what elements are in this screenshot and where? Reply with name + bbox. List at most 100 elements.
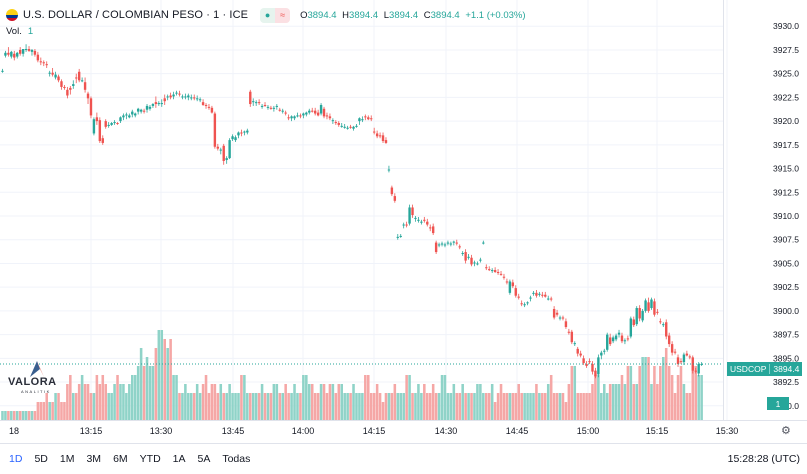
volume-bar xyxy=(408,375,411,420)
volume-bar xyxy=(21,411,25,420)
volume-bar xyxy=(396,393,400,420)
volume-bar xyxy=(157,330,161,420)
candle-body xyxy=(570,331,574,343)
candle-body xyxy=(272,107,276,109)
candle-body xyxy=(665,322,668,337)
volume-bar xyxy=(369,393,373,420)
candle-body xyxy=(234,137,237,141)
volume-bar xyxy=(319,384,323,420)
volume-bar xyxy=(254,393,258,420)
candle-body xyxy=(148,106,152,109)
candle-body xyxy=(585,364,588,366)
volume-badge: 1 xyxy=(767,397,789,410)
volume-bar xyxy=(594,375,597,420)
candle-body xyxy=(555,312,559,315)
candle-body xyxy=(473,262,476,264)
candle-body xyxy=(443,244,447,246)
volume-bar xyxy=(367,375,370,420)
candle-body xyxy=(558,317,562,319)
chart-canvas[interactable]: 3930.0 3927.5 3925.0 3922.5 3920.0 3917.5 3915… xyxy=(0,0,807,443)
volume-bar xyxy=(349,393,352,420)
candle-body xyxy=(95,117,99,122)
candle-body xyxy=(541,294,544,296)
time-tick-label: 14:00 xyxy=(292,426,315,436)
volume-bar xyxy=(269,393,273,420)
candle-body xyxy=(638,308,641,319)
candle-body xyxy=(340,125,343,127)
candle-body xyxy=(346,127,349,129)
volume-bar xyxy=(440,375,444,420)
candle-body xyxy=(446,242,450,244)
candle-body xyxy=(632,319,635,326)
candle-body xyxy=(243,131,246,133)
status-dot-icon[interactable]: ● xyxy=(260,7,276,23)
volume-bar xyxy=(493,402,497,420)
candle-body xyxy=(659,321,662,323)
compare-icon[interactable]: ≈ xyxy=(275,7,291,23)
range-1d[interactable]: 1D xyxy=(9,453,23,465)
volume-bar xyxy=(302,375,305,420)
candle-body xyxy=(552,308,556,318)
volume-bar xyxy=(192,393,196,420)
candle-body xyxy=(98,120,102,142)
volume-bar xyxy=(417,384,420,420)
range-ytd[interactable]: YTD xyxy=(139,453,161,465)
ohlc-readout: O3894.4 H3894.4 L3894.4 C3894.4 +1.1 (+0… xyxy=(300,10,528,21)
logo-wordmark: VALORA xyxy=(8,376,57,388)
volume-bar xyxy=(163,339,166,420)
volume-bar xyxy=(464,393,467,420)
volume-bar xyxy=(24,411,28,420)
volume-bar xyxy=(529,393,532,420)
range-3m[interactable]: 3M xyxy=(86,453,102,465)
candle-body xyxy=(538,293,541,295)
range-5a[interactable]: 5A xyxy=(197,453,211,465)
volume-bar xyxy=(57,393,60,420)
volume-bar xyxy=(272,384,276,420)
volume-bar xyxy=(623,384,627,420)
volume-bar xyxy=(508,393,512,420)
candle-body xyxy=(405,224,408,226)
candle-body xyxy=(567,331,571,333)
volume-bar xyxy=(632,384,636,420)
gear-icon[interactable]: ⚙ xyxy=(781,425,791,437)
volume-bar xyxy=(101,375,105,420)
candle-body xyxy=(257,102,261,104)
time-axis[interactable]: 18 13:15 13:30 13:45 14:00 14:15 14:30 14:45 15:… xyxy=(9,426,738,436)
range-6m[interactable]: 6M xyxy=(113,453,128,465)
compare-toggle[interactable]: ● ≈ xyxy=(260,7,291,23)
volume-bar xyxy=(66,384,69,420)
volume-bar xyxy=(257,393,261,420)
candle-body xyxy=(700,364,703,366)
candle-body xyxy=(222,145,225,161)
volume-bar xyxy=(485,393,488,420)
volume-bar xyxy=(18,411,22,420)
volume-bar xyxy=(128,384,131,420)
volume-bar xyxy=(287,393,290,420)
candle-body xyxy=(656,311,659,313)
range-5d[interactable]: 5D xyxy=(34,453,48,465)
candle-body xyxy=(281,110,284,112)
range-1a[interactable]: 1A xyxy=(172,453,186,465)
time-tick-label: 15:00 xyxy=(577,426,600,436)
candle-body xyxy=(266,106,270,108)
candle-body xyxy=(18,49,22,54)
candle-body xyxy=(502,276,506,278)
candle-body xyxy=(178,93,181,95)
candle-body xyxy=(228,140,231,159)
candle-body xyxy=(131,111,134,115)
candle-body xyxy=(54,74,57,78)
price-axis[interactable]: 3930.0 3927.5 3925.0 3922.5 3920.0 3917.5 3915… xyxy=(773,21,799,411)
range-1m[interactable]: 1M xyxy=(59,453,75,465)
volume-bar xyxy=(502,393,506,420)
candle-body xyxy=(352,126,355,129)
price-tick-label: 3922.5 xyxy=(773,92,799,102)
volume-bar xyxy=(449,393,453,420)
candle-body xyxy=(201,102,205,105)
candle-body xyxy=(485,267,488,269)
candle-body xyxy=(190,97,193,99)
volume-bar xyxy=(113,384,116,420)
candle-body xyxy=(169,95,172,98)
volume-bar xyxy=(605,393,609,420)
volume-bar xyxy=(310,384,314,420)
range-todas[interactable]: Todas xyxy=(222,453,251,465)
